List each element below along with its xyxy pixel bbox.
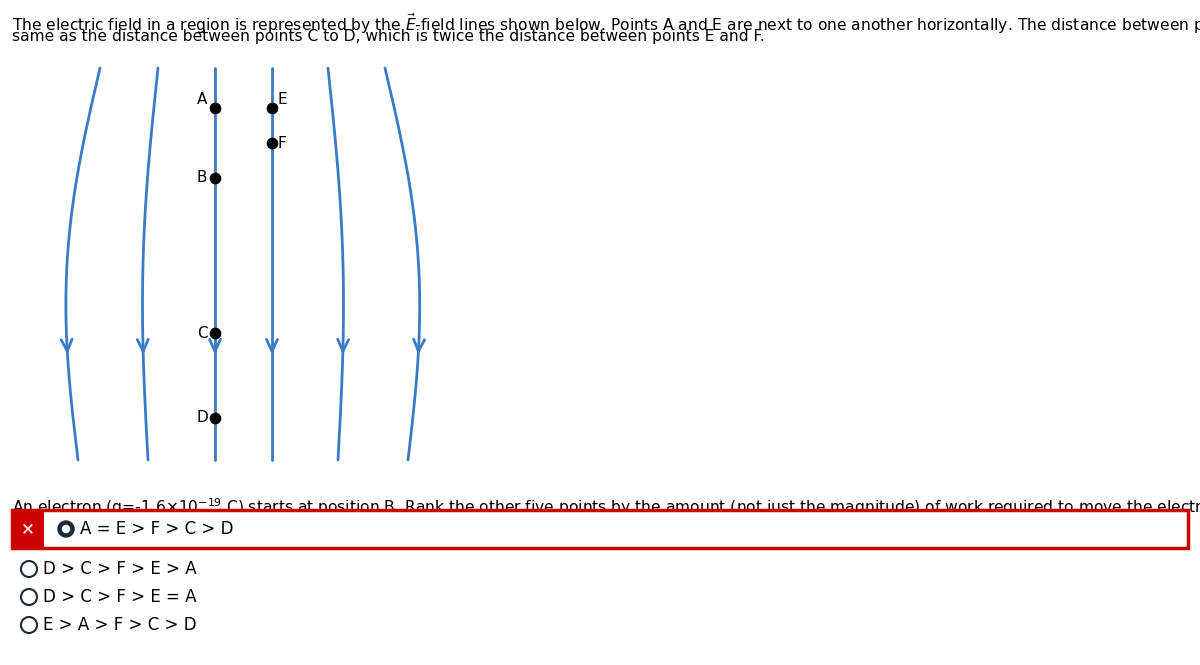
Text: A: A: [197, 92, 208, 106]
Text: C: C: [197, 325, 208, 340]
Text: F: F: [277, 136, 287, 150]
Text: ✕: ✕: [22, 520, 35, 538]
Point: [263, 102, 282, 113]
Point: [205, 173, 224, 184]
Text: An electron (q=-1.6$\times$10$^{-19}$ C) starts at position B. Rank the other fi: An electron (q=-1.6$\times$10$^{-19}$ C)…: [12, 496, 1200, 517]
Text: E: E: [277, 92, 287, 106]
Circle shape: [62, 525, 70, 533]
Text: same as the distance between points C to D, which is twice the distance between : same as the distance between points C to…: [12, 29, 764, 44]
Text: D > C > F > E > A: D > C > F > E > A: [43, 560, 197, 578]
FancyBboxPatch shape: [12, 510, 1188, 548]
Point: [205, 102, 224, 113]
Text: D: D: [196, 410, 208, 426]
Text: D > C > F > E = A: D > C > F > E = A: [43, 588, 197, 606]
Circle shape: [58, 521, 74, 537]
Text: E > A > F > C > D: E > A > F > C > D: [43, 616, 197, 634]
Text: B: B: [197, 170, 208, 186]
Text: A = E > F > C > D: A = E > F > C > D: [80, 520, 234, 538]
Point: [205, 413, 224, 424]
Point: [263, 138, 282, 148]
Point: [205, 328, 224, 338]
Text: The electric field in a region is represented by the $\vec{E}$-field lines shown: The electric field in a region is repres…: [12, 12, 1200, 36]
FancyBboxPatch shape: [12, 510, 44, 548]
